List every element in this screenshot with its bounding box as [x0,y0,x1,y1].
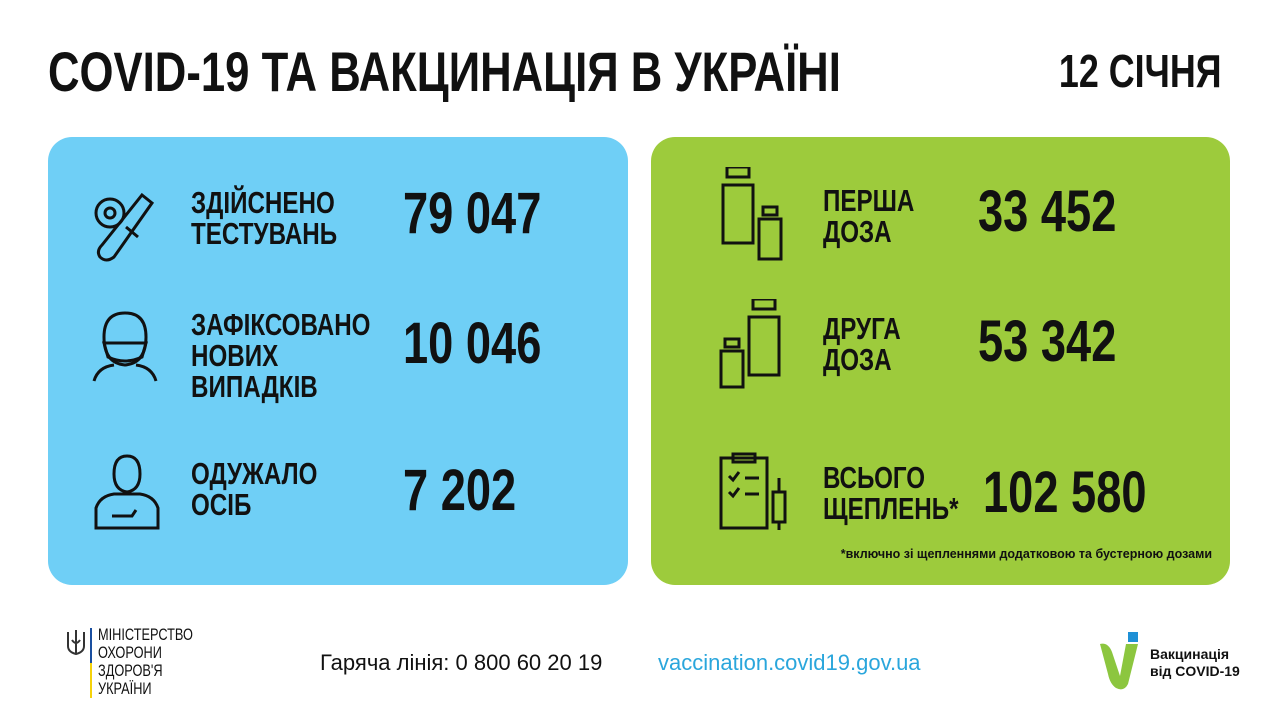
label: НОВИХ [191,338,279,373]
recovered-person-icon [94,454,160,530]
label: ВИПАДКІВ [191,369,318,404]
label: ДОЗА [823,342,892,377]
ministry-line: ЗДОРОВ'Я [98,661,163,680]
label: ЗДІЙСНЕНО [191,185,335,220]
masked-person-icon [92,311,158,382]
first-dose-value: 33 452 [978,179,1117,244]
vaccination-stats-panel: ПЕРША ДОЗА 33 452 ДРУГА ДОЗА 53 342 ВСЬОГО… [651,137,1230,585]
trident-icon [67,630,85,656]
recovered-value: 7 202 [403,458,517,523]
report-date: 12 СІЧНЯ [1059,45,1222,97]
new-cases-value: 10 046 [403,311,542,376]
label: ДРУГА [823,311,901,346]
covid-stats-panel: ЗДІЙСНЕНО ТЕСТУВАНЬ 79 047 ЗАФІКСОВАНО НОВ… [48,137,628,585]
second-dose-value: 53 342 [978,309,1117,374]
footnote: *включно зі щепленнями додатковою та бус… [840,547,1212,561]
website-link[interactable]: vaccination.covid19.gov.ua [658,650,921,675]
label: ПЕРША [823,183,915,218]
vaccination-logo: Вакцинація від COVID-19 [1098,632,1240,697]
tests-value: 79 047 [403,181,542,246]
logo-line: Вакцинація [1150,646,1230,662]
label: ОСІБ [191,487,252,522]
ministry-line: ОХОРОНИ [98,643,162,662]
hotline: Гаряча лінія: 0 800 60 20 19 [320,650,603,675]
v-logo-icon [1100,632,1138,690]
label: ОДУЖАЛО [191,456,318,491]
label: ЗАФІКСОВАНО [191,307,371,342]
ministry-line: УКРАЇНИ [98,679,152,698]
test-tube-icon [94,192,155,262]
total-vaccinations-value: 102 580 [983,460,1147,525]
logo-line: від COVID-19 [1150,663,1240,679]
page-title: COVID-19 ТА ВАКЦИНАЦІЯ В УКРАЇНІ [48,40,841,103]
label: ЩЕПЛЕНЬ* [823,491,959,526]
checklist-syringe-icon [719,452,787,530]
ministry-line: МІНІСТЕРСТВО [98,625,193,644]
label: ВСЬОГО [823,460,926,495]
vaccine-vials-icon [721,167,783,261]
label: ДОЗА [823,214,892,249]
flag-divider [90,628,92,698]
vaccine-vials-icon [719,299,781,389]
label: ТЕСТУВАНЬ [191,216,338,251]
